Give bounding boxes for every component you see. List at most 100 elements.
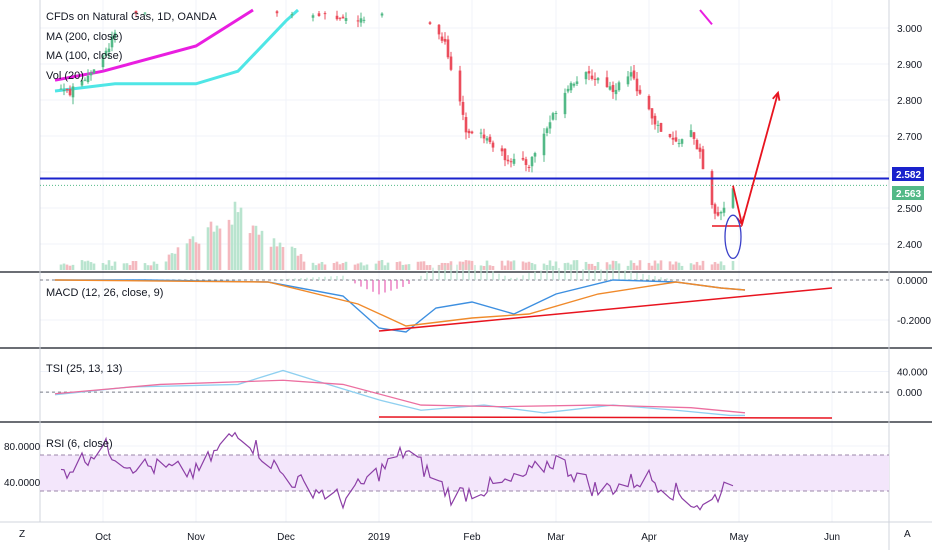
volume-bar — [542, 263, 546, 270]
volume-bar — [215, 225, 219, 270]
auto-scale-button[interactable]: A — [904, 529, 911, 540]
volume-bar — [317, 263, 321, 270]
tsi-trendline[interactable] — [378, 416, 833, 419]
candle-body — [500, 148, 504, 152]
candle-body — [506, 159, 510, 162]
volume-bar — [236, 212, 240, 270]
candle-body — [521, 157, 525, 160]
candle-body — [605, 77, 609, 88]
volume-bar — [614, 261, 618, 270]
tsi-tick-0: 40.000 — [897, 368, 928, 379]
rsi-band — [40, 455, 889, 491]
volume-bar — [491, 265, 495, 270]
candle-body — [71, 86, 75, 98]
price-badge-upper — [892, 167, 924, 181]
timezone-button[interactable]: Z — [19, 529, 25, 540]
volume-bar — [446, 263, 450, 270]
volume-bar — [344, 261, 348, 270]
time-tick-2: Dec — [277, 532, 295, 543]
candle-body — [437, 24, 441, 35]
volume-bar — [554, 261, 558, 270]
volume-bar — [323, 264, 327, 270]
candle-body — [311, 15, 315, 18]
legend-ma200: MA (200, close) — [46, 31, 122, 43]
volume-bar — [290, 246, 294, 270]
price-tick-0: 3.000 — [897, 24, 922, 35]
arrow-up-head — [772, 90, 781, 101]
macd-trendline[interactable] — [378, 287, 833, 332]
ma100-line — [54, 8, 300, 93]
volume-bar — [194, 242, 198, 270]
candle-body — [449, 56, 453, 70]
candle-body — [731, 188, 735, 208]
candle-body — [83, 79, 87, 81]
volume-bar — [107, 260, 111, 270]
volume-bar — [293, 248, 297, 270]
volume-bar — [341, 263, 345, 270]
candle-body — [479, 132, 483, 134]
candle-body — [80, 80, 84, 86]
volume-bar — [356, 263, 360, 270]
volume-bar — [239, 207, 243, 270]
drawing-annotations[interactable] — [378, 90, 833, 419]
candle-body — [464, 117, 468, 133]
candle-body — [110, 36, 114, 48]
rsi-label: RSI (6, close) — [46, 438, 113, 450]
candle-body — [656, 124, 660, 126]
volume-bar — [512, 260, 516, 270]
candle-body — [587, 71, 591, 74]
candle-body — [668, 133, 672, 138]
candle-body — [323, 13, 327, 15]
volume-bar — [416, 261, 420, 270]
volume-bar — [83, 261, 87, 270]
arrow-down[interactable] — [732, 185, 743, 225]
candle-body — [59, 88, 63, 90]
candle-body — [461, 101, 465, 115]
highlight-ellipse[interactable] — [724, 214, 742, 260]
volume-bar — [332, 263, 336, 270]
time-tick-8: Jun — [824, 532, 840, 543]
candle-body — [113, 32, 117, 38]
volume-bar — [89, 262, 93, 270]
time-tick-5: Mar — [547, 532, 565, 543]
volume-bar — [386, 262, 390, 270]
macd-line — [55, 279, 746, 333]
candle-body — [443, 38, 447, 42]
resistance-line[interactable] — [40, 177, 889, 186]
volume-bar — [605, 262, 609, 270]
volume-bar — [464, 260, 468, 270]
volume-bar — [335, 261, 339, 270]
candle-body — [488, 136, 492, 143]
rsi-pane — [40, 431, 889, 511]
candle-body — [341, 16, 345, 19]
volume-bar — [677, 262, 681, 270]
volume-bar — [233, 201, 237, 270]
arrow-up[interactable] — [741, 92, 779, 225]
candle-body — [68, 89, 72, 96]
volume-bar — [488, 265, 492, 270]
volume-bar — [398, 261, 402, 270]
candle-body — [143, 12, 147, 14]
candle-body — [572, 83, 576, 86]
candle-body — [107, 48, 111, 53]
candle-body — [530, 156, 534, 167]
volume-bar — [365, 264, 369, 270]
volume-bar — [149, 265, 153, 270]
candle-body — [614, 89, 618, 95]
volume-bar — [503, 265, 507, 270]
volume-bar — [401, 264, 405, 270]
macd-label: MACD (12, 26, close, 9) — [46, 287, 163, 299]
candle-body — [677, 143, 681, 145]
volume-bar — [101, 263, 105, 270]
time-tick-1: Nov — [187, 532, 205, 543]
volume-bar — [131, 261, 135, 270]
time-tick-3: 2019 — [368, 532, 391, 543]
volume-bar — [212, 231, 216, 270]
candle-body — [458, 70, 462, 102]
candle-body — [716, 212, 720, 216]
candle-body — [86, 75, 90, 82]
volume-bar — [545, 264, 549, 270]
candle-body — [611, 85, 615, 92]
volume-bar — [191, 236, 195, 270]
